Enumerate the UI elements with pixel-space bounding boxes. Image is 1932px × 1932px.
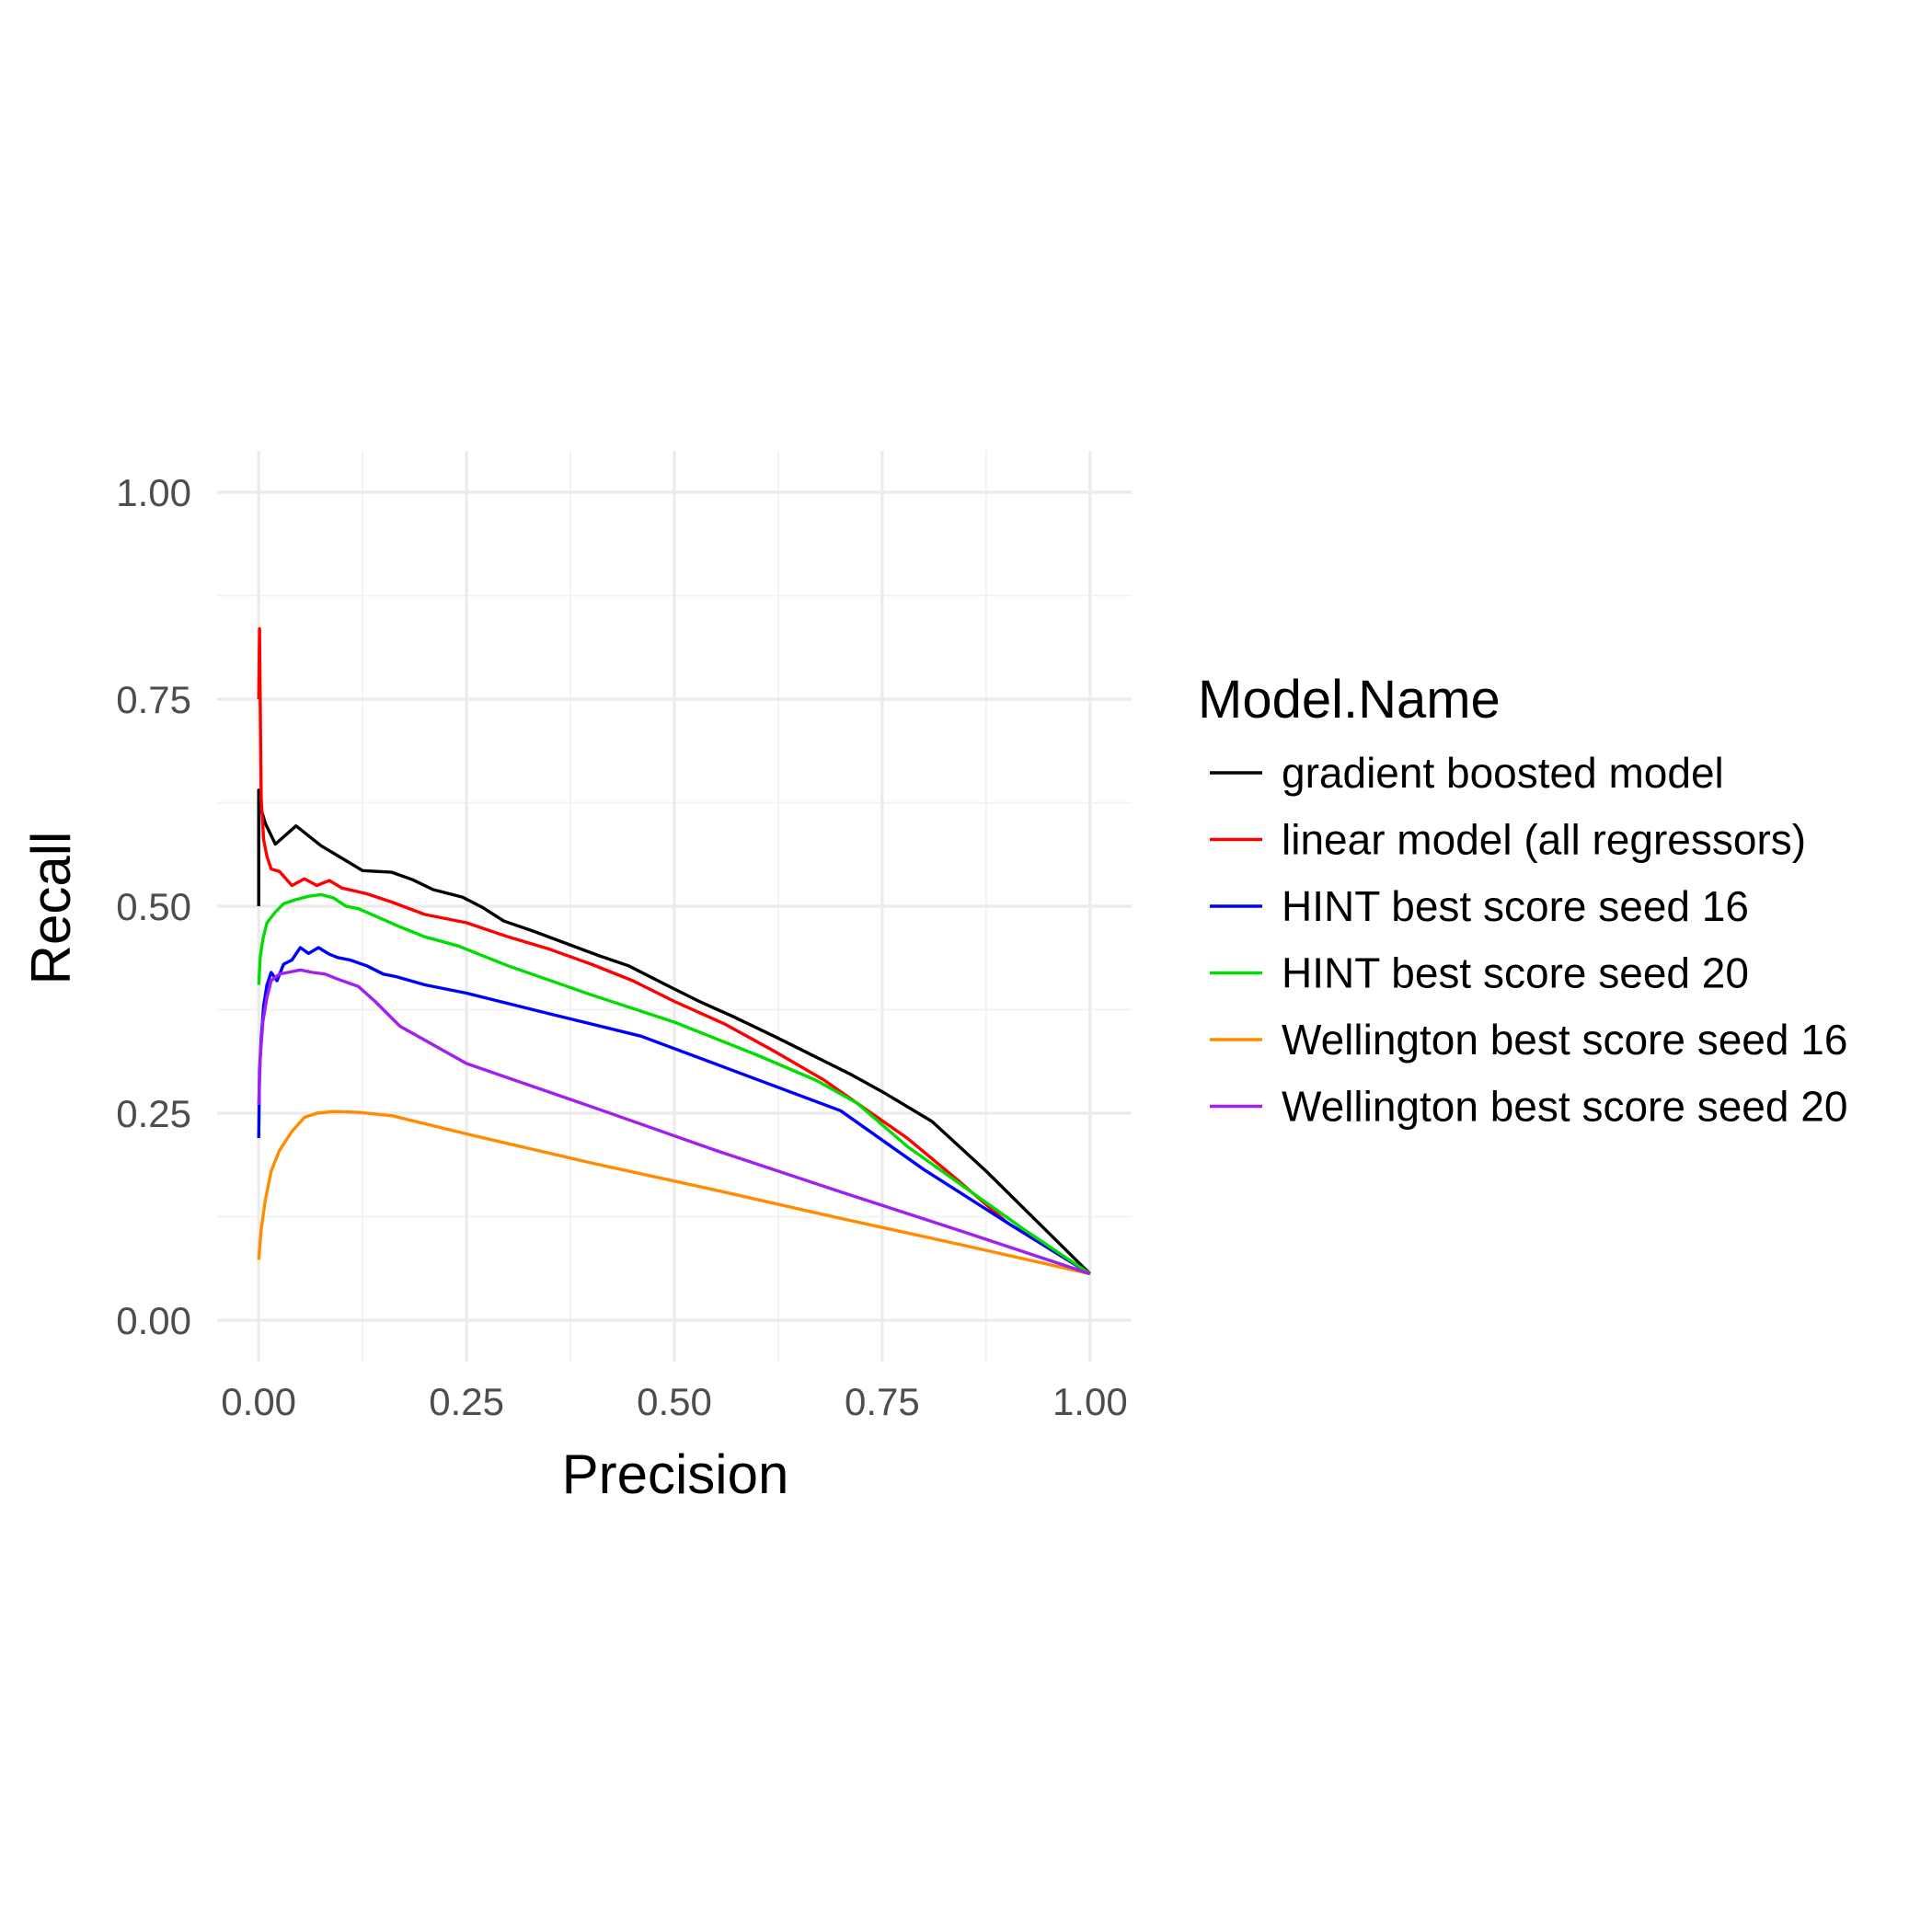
x-axis-tick-labels: 0.00 0.25 0.50 0.75 1.00: [221, 1380, 1127, 1423]
grid: [217, 451, 1132, 1362]
x-axis-title: Precision: [562, 1443, 789, 1505]
series-layer: [257, 627, 1091, 1276]
x-tick-label: 0.75: [845, 1380, 920, 1423]
series-line-wellington-best-score-seed-16: [257, 1110, 1091, 1276]
y-axis-title: Recall: [20, 832, 82, 985]
y-tick-label: 0.50: [116, 885, 191, 928]
legend: Model.Name gradient boosted model linear …: [1198, 670, 1847, 1131]
series-line-hint-best-score-seed-16: [257, 946, 1091, 1276]
legend-label-hint-best-score-seed-16: HINT best score seed 16: [1282, 882, 1749, 930]
y-tick-label: 0.75: [116, 678, 191, 721]
y-tick-label: 1.00: [116, 471, 191, 514]
x-tick-label: 0.00: [221, 1380, 296, 1423]
y-axis-tick-labels: 0.00 0.25 0.50 0.75 1.00: [116, 471, 191, 1342]
legend-title: Model.Name: [1198, 670, 1501, 730]
legend-label-linear-model-all-regressors: linear model (all regressors): [1282, 816, 1806, 864]
legend-label-wellington-best-score-seed-20: Wellington best score seed 20: [1282, 1083, 1847, 1131]
legend-label-gradient-boosted-model: gradient boosted model: [1282, 749, 1724, 797]
x-tick-label: 1.00: [1052, 1380, 1128, 1423]
series-line-hint-best-score-seed-20: [257, 892, 1091, 1276]
series-line-gradient-boosted-model: [257, 788, 1091, 1275]
series-line-linear-model-all-regressors: [257, 627, 1091, 1276]
legend-label-wellington-best-score-seed-16: Wellington best score seed 16: [1282, 1016, 1847, 1064]
legend-label-hint-best-score-seed-20: HINT best score seed 20: [1282, 949, 1749, 997]
y-tick-label: 0.25: [116, 1092, 191, 1135]
series-line-wellington-best-score-seed-20: [257, 968, 1091, 1276]
x-tick-label: 0.25: [429, 1380, 504, 1423]
legend-items: gradient boosted model linear model (all …: [1210, 749, 1847, 1131]
y-tick-label: 0.00: [116, 1299, 191, 1342]
x-tick-label: 0.50: [637, 1380, 712, 1423]
